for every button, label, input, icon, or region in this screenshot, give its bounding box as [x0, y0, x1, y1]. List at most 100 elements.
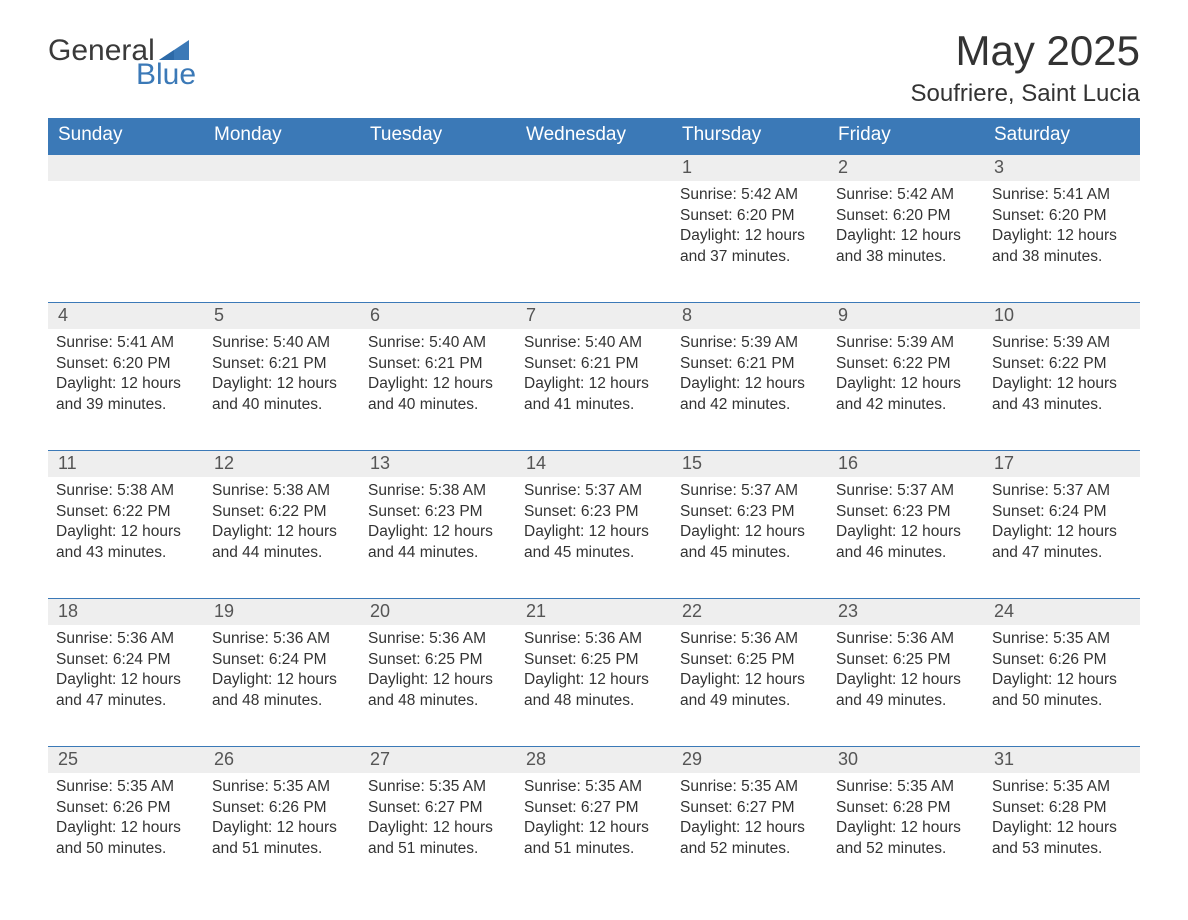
day-number: 21 [516, 599, 672, 625]
day-of-week-header: Friday [828, 118, 984, 154]
logo: General Blue [48, 28, 196, 92]
calendar-day: 29Sunrise: 5:35 AMSunset: 6:27 PMDayligh… [672, 747, 828, 880]
day-details: Sunrise: 5:39 AMSunset: 6:22 PMDaylight:… [992, 329, 1132, 415]
day-details: Sunrise: 5:38 AMSunset: 6:22 PMDaylight:… [56, 477, 196, 563]
day-details: Sunrise: 5:37 AMSunset: 6:23 PMDaylight:… [836, 477, 976, 563]
day-details: Sunrise: 5:39 AMSunset: 6:22 PMDaylight:… [836, 329, 976, 415]
calendar-day: 21Sunrise: 5:36 AMSunset: 6:25 PMDayligh… [516, 599, 672, 732]
day-details: Sunrise: 5:42 AMSunset: 6:20 PMDaylight:… [836, 181, 976, 267]
day-number: 2 [828, 155, 984, 181]
calendar-day: 16Sunrise: 5:37 AMSunset: 6:23 PMDayligh… [828, 451, 984, 584]
day-of-week-header: Wednesday [516, 118, 672, 154]
page-location: Soufriere, Saint Lucia [911, 80, 1140, 108]
calendar-day: 25Sunrise: 5:35 AMSunset: 6:26 PMDayligh… [48, 747, 204, 880]
day-details: Sunrise: 5:40 AMSunset: 6:21 PMDaylight:… [368, 329, 508, 415]
day-number: 31 [984, 747, 1140, 773]
day-number: 24 [984, 599, 1140, 625]
day-number: 5 [204, 303, 360, 329]
day-details: Sunrise: 5:35 AMSunset: 6:28 PMDaylight:… [836, 773, 976, 859]
day-details: Sunrise: 5:36 AMSunset: 6:25 PMDaylight:… [524, 625, 664, 711]
day-details: Sunrise: 5:40 AMSunset: 6:21 PMDaylight:… [524, 329, 664, 415]
calendar-day: 15Sunrise: 5:37 AMSunset: 6:23 PMDayligh… [672, 451, 828, 584]
day-details: Sunrise: 5:36 AMSunset: 6:25 PMDaylight:… [368, 625, 508, 711]
calendar-day: 18Sunrise: 5:36 AMSunset: 6:24 PMDayligh… [48, 599, 204, 732]
day-details: Sunrise: 5:41 AMSunset: 6:20 PMDaylight:… [992, 181, 1132, 267]
day-number: 27 [360, 747, 516, 773]
calendar-day: 7Sunrise: 5:40 AMSunset: 6:21 PMDaylight… [516, 303, 672, 436]
day-details: Sunrise: 5:37 AMSunset: 6:23 PMDaylight:… [524, 477, 664, 563]
calendar-day: 28Sunrise: 5:35 AMSunset: 6:27 PMDayligh… [516, 747, 672, 880]
calendar-day: 13Sunrise: 5:38 AMSunset: 6:23 PMDayligh… [360, 451, 516, 584]
calendar-day: 11Sunrise: 5:38 AMSunset: 6:22 PMDayligh… [48, 451, 204, 584]
day-details: Sunrise: 5:35 AMSunset: 6:26 PMDaylight:… [56, 773, 196, 859]
day-number: 10 [984, 303, 1140, 329]
day-number: 8 [672, 303, 828, 329]
calendar-day-empty [360, 155, 516, 288]
day-of-week-header: Saturday [984, 118, 1140, 154]
day-of-week-header-row: SundayMondayTuesdayWednesdayThursdayFrid… [48, 118, 1140, 154]
calendar-week-row: 1 Sunrise: 5:42 AMSunset: 6:20 PMDaylight… [48, 154, 1140, 288]
day-number: 18 [48, 599, 204, 625]
day-number [516, 155, 672, 181]
day-number: 28 [516, 747, 672, 773]
day-details: Sunrise: 5:36 AMSunset: 6:24 PMDaylight:… [56, 625, 196, 711]
day-number: 23 [828, 599, 984, 625]
day-of-week-header: Sunday [48, 118, 204, 154]
day-details: Sunrise: 5:36 AMSunset: 6:25 PMDaylight:… [680, 625, 820, 711]
calendar-day: 30Sunrise: 5:35 AMSunset: 6:28 PMDayligh… [828, 747, 984, 880]
day-number: 19 [204, 599, 360, 625]
calendar-day-empty [48, 155, 204, 288]
day-details: Sunrise: 5:36 AMSunset: 6:25 PMDaylight:… [836, 625, 976, 711]
calendar-day: 17Sunrise: 5:37 AMSunset: 6:24 PMDayligh… [984, 451, 1140, 584]
calendar-day-empty [516, 155, 672, 288]
calendar-day: 12Sunrise: 5:38 AMSunset: 6:22 PMDayligh… [204, 451, 360, 584]
logo-line-1: General [48, 34, 189, 68]
day-details: Sunrise: 5:39 AMSunset: 6:21 PMDaylight:… [680, 329, 820, 415]
day-number: 14 [516, 451, 672, 477]
calendar-day: 31Sunrise: 5:35 AMSunset: 6:28 PMDayligh… [984, 747, 1140, 880]
title-block: May 2025 Soufriere, Saint Lucia [911, 28, 1140, 108]
day-number: 25 [48, 747, 204, 773]
day-number: 20 [360, 599, 516, 625]
calendar-day: 8Sunrise: 5:39 AMSunset: 6:21 PMDaylight… [672, 303, 828, 436]
calendar-day: 2Sunrise: 5:42 AMSunset: 6:20 PMDaylight… [828, 155, 984, 288]
page-title: May 2025 [911, 28, 1140, 74]
day-number: 11 [48, 451, 204, 477]
calendar-day: 4Sunrise: 5:41 AMSunset: 6:20 PMDaylight… [48, 303, 204, 436]
day-details: Sunrise: 5:36 AMSunset: 6:24 PMDaylight:… [212, 625, 352, 711]
day-details: Sunrise: 5:37 AMSunset: 6:24 PMDaylight:… [992, 477, 1132, 563]
day-number: 7 [516, 303, 672, 329]
calendar-day: 6Sunrise: 5:40 AMSunset: 6:21 PMDaylight… [360, 303, 516, 436]
day-number: 15 [672, 451, 828, 477]
calendar-day: 3Sunrise: 5:41 AMSunset: 6:20 PMDaylight… [984, 155, 1140, 288]
day-details: Sunrise: 5:40 AMSunset: 6:21 PMDaylight:… [212, 329, 352, 415]
day-details: Sunrise: 5:35 AMSunset: 6:27 PMDaylight:… [368, 773, 508, 859]
day-of-week-header: Monday [204, 118, 360, 154]
day-details: Sunrise: 5:35 AMSunset: 6:27 PMDaylight:… [524, 773, 664, 859]
day-details: Sunrise: 5:38 AMSunset: 6:23 PMDaylight:… [368, 477, 508, 563]
day-number: 4 [48, 303, 204, 329]
day-number: 12 [204, 451, 360, 477]
calendar-page: General Blue May 2025 Soufriere, Saint L… [0, 0, 1188, 920]
day-details: Sunrise: 5:35 AMSunset: 6:26 PMDaylight:… [212, 773, 352, 859]
day-details: Sunrise: 5:41 AMSunset: 6:20 PMDaylight:… [56, 329, 196, 415]
day-number: 6 [360, 303, 516, 329]
calendar-day: 22Sunrise: 5:36 AMSunset: 6:25 PMDayligh… [672, 599, 828, 732]
calendar-day-empty [204, 155, 360, 288]
day-number: 9 [828, 303, 984, 329]
day-number: 22 [672, 599, 828, 625]
header-bar: General Blue May 2025 Soufriere, Saint L… [48, 28, 1140, 108]
day-number: 26 [204, 747, 360, 773]
calendar-day: 23Sunrise: 5:36 AMSunset: 6:25 PMDayligh… [828, 599, 984, 732]
day-number: 1 [672, 155, 828, 181]
calendar-day: 20Sunrise: 5:36 AMSunset: 6:25 PMDayligh… [360, 599, 516, 732]
calendar-week-row: 25Sunrise: 5:35 AMSunset: 6:26 PMDayligh… [48, 746, 1140, 880]
calendar-day: 27Sunrise: 5:35 AMSunset: 6:27 PMDayligh… [360, 747, 516, 880]
calendar-day: 9Sunrise: 5:39 AMSunset: 6:22 PMDaylight… [828, 303, 984, 436]
day-number: 30 [828, 747, 984, 773]
day-details: Sunrise: 5:38 AMSunset: 6:22 PMDaylight:… [212, 477, 352, 563]
day-details: Sunrise: 5:37 AMSunset: 6:23 PMDaylight:… [680, 477, 820, 563]
day-number [360, 155, 516, 181]
calendar-week-row: 18Sunrise: 5:36 AMSunset: 6:24 PMDayligh… [48, 598, 1140, 732]
calendar-day: 26Sunrise: 5:35 AMSunset: 6:26 PMDayligh… [204, 747, 360, 880]
